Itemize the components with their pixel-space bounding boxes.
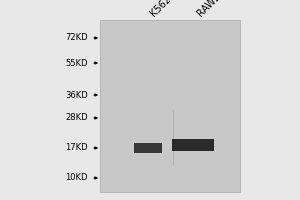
Text: 28KD: 28KD: [65, 114, 88, 122]
Text: 17KD: 17KD: [65, 144, 88, 152]
Bar: [172, 139, 214, 151]
Bar: [134, 143, 162, 153]
Text: 10KD: 10KD: [65, 173, 88, 182]
Text: 55KD: 55KD: [65, 58, 88, 68]
Text: K562: K562: [148, 0, 173, 18]
Text: RAW264.7: RAW264.7: [195, 0, 237, 18]
Text: 36KD: 36KD: [65, 90, 88, 99]
Text: 72KD: 72KD: [65, 33, 88, 43]
Bar: [100, 20, 240, 192]
